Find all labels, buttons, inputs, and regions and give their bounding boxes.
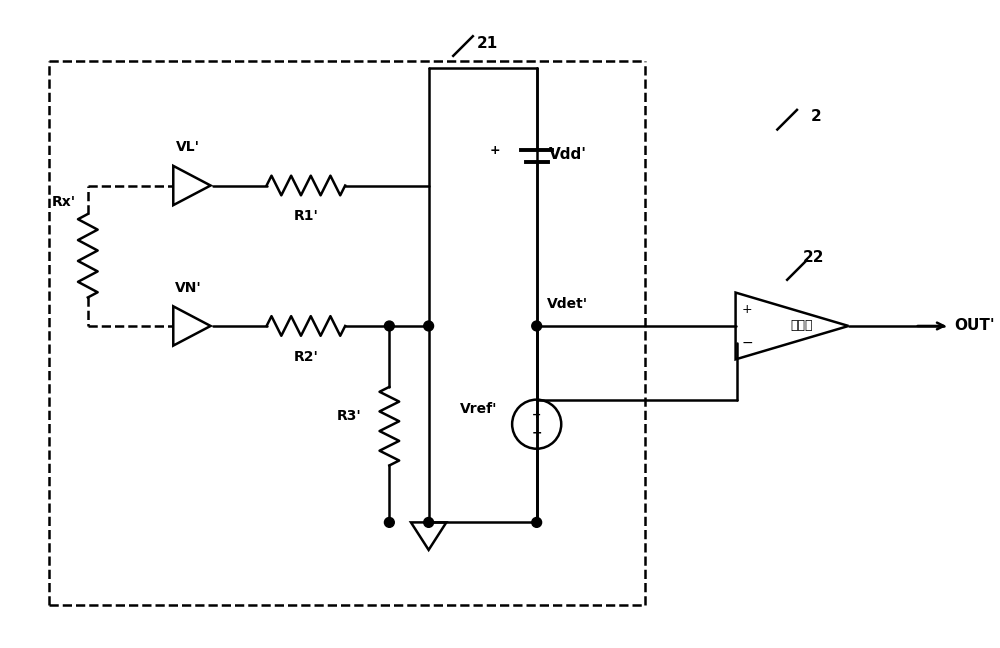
Text: −: − [531, 426, 542, 439]
Text: −: − [742, 336, 753, 350]
Text: 2: 2 [811, 110, 822, 124]
Text: +: + [490, 144, 501, 157]
Text: 21: 21 [477, 36, 498, 51]
Text: R1': R1' [293, 209, 318, 223]
Text: R3': R3' [337, 410, 362, 423]
Text: VL': VL' [176, 140, 200, 154]
Text: Vdd': Vdd' [548, 146, 586, 161]
Circle shape [424, 518, 434, 527]
Text: +: + [742, 303, 753, 316]
Circle shape [384, 321, 394, 331]
Circle shape [532, 321, 542, 331]
Text: Vdet': Vdet' [547, 297, 588, 311]
Text: Vref': Vref' [460, 402, 497, 417]
Circle shape [424, 321, 434, 331]
Text: VN': VN' [175, 281, 201, 295]
Text: +: + [532, 410, 541, 421]
Text: 22: 22 [803, 250, 824, 265]
Circle shape [532, 518, 542, 527]
Text: R2': R2' [293, 349, 318, 364]
Text: OUT': OUT' [954, 318, 995, 334]
Text: 比较器: 比较器 [791, 319, 813, 332]
Circle shape [384, 518, 394, 527]
Text: Rx': Rx' [52, 194, 76, 209]
